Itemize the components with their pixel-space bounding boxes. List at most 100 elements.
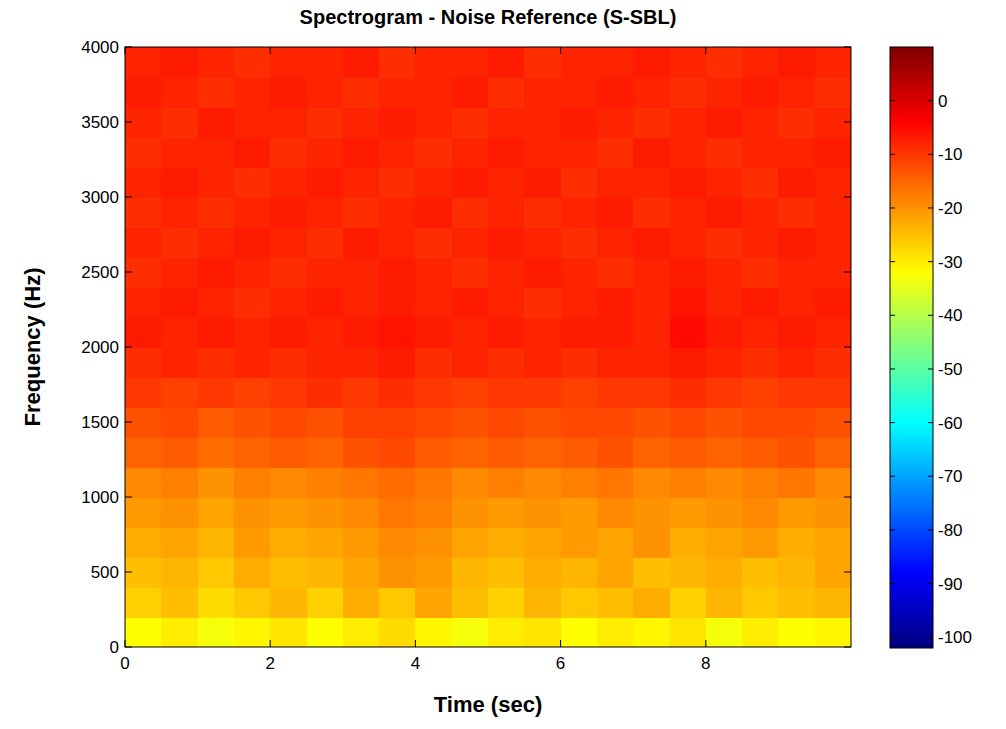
- cell: [452, 467, 489, 498]
- cell: [778, 407, 815, 438]
- cell: [597, 107, 634, 138]
- cell: [198, 167, 235, 198]
- cell: [742, 467, 779, 498]
- cell: [706, 167, 743, 198]
- cell: [597, 617, 634, 647]
- cell: [270, 137, 307, 168]
- cell: [670, 617, 707, 647]
- cell: [307, 497, 344, 528]
- cell: [670, 317, 707, 348]
- cell: [561, 407, 598, 438]
- cell: [379, 197, 416, 228]
- cell: [379, 407, 416, 438]
- cell: [706, 347, 743, 378]
- cell: [815, 587, 851, 618]
- colorbar-tick-label: -60: [938, 414, 963, 433]
- x-tick: [560, 640, 561, 647]
- y-tick: [844, 572, 851, 573]
- x-tick-label: 6: [556, 654, 565, 673]
- cell: [415, 437, 452, 468]
- cell: [742, 257, 779, 288]
- colorbar-tick: [928, 422, 933, 423]
- cell: [706, 47, 743, 78]
- cell: [633, 107, 670, 138]
- cells: [125, 47, 851, 647]
- cell: [307, 347, 344, 378]
- cell: [670, 527, 707, 558]
- cell: [415, 77, 452, 108]
- x-tick: [125, 47, 126, 54]
- x-tick: [125, 640, 126, 647]
- colorbar-tick: [928, 154, 933, 155]
- cell: [343, 107, 380, 138]
- cell: [198, 407, 235, 438]
- cell: [379, 497, 416, 528]
- y-tick-label: 500: [91, 563, 119, 582]
- cell: [524, 257, 561, 288]
- colorbar-tick-label: -30: [938, 253, 963, 272]
- cell: [234, 257, 271, 288]
- cell: [343, 257, 380, 288]
- cell: [488, 257, 525, 288]
- cell: [597, 257, 634, 288]
- cell: [125, 107, 162, 138]
- colorbar-tick-label: -90: [938, 575, 963, 594]
- cell: [670, 197, 707, 228]
- cell: [815, 227, 851, 258]
- cell: [198, 287, 235, 318]
- cell: [488, 137, 525, 168]
- cell: [415, 287, 452, 318]
- x-tick: [270, 640, 271, 647]
- cell: [706, 77, 743, 108]
- x-tick: [270, 47, 271, 54]
- cell: [161, 257, 198, 288]
- cell: [125, 137, 162, 168]
- y-tick-label: 1000: [81, 488, 119, 507]
- cell: [307, 167, 344, 198]
- cell: [452, 137, 489, 168]
- colorbar-tick: [890, 529, 895, 530]
- cell: [488, 227, 525, 258]
- y-tick-label: 2000: [81, 338, 119, 357]
- cell: [633, 347, 670, 378]
- y-tick: [844, 347, 851, 348]
- colorbar-tick-label: -40: [938, 306, 963, 325]
- cell: [815, 467, 851, 498]
- cell: [670, 257, 707, 288]
- y-axis-title: Frequency (Hz): [20, 268, 45, 427]
- cell: [234, 407, 271, 438]
- cell: [452, 47, 489, 78]
- cell: [815, 497, 851, 528]
- cell: [815, 167, 851, 198]
- cell: [706, 137, 743, 168]
- cell: [343, 317, 380, 348]
- cell: [343, 47, 380, 78]
- cell: [524, 587, 561, 618]
- cell: [343, 437, 380, 468]
- cell: [778, 287, 815, 318]
- colorbar-tick: [928, 261, 933, 262]
- cell: [234, 107, 271, 138]
- cell: [161, 557, 198, 588]
- cell: [125, 497, 162, 528]
- cell: [742, 587, 779, 618]
- cell: [561, 197, 598, 228]
- x-tick-label: 2: [265, 654, 274, 673]
- cell: [633, 287, 670, 318]
- plot-frame: [125, 47, 851, 647]
- cell: [125, 617, 162, 647]
- cell: [778, 557, 815, 588]
- cell: [452, 77, 489, 108]
- cell: [161, 227, 198, 258]
- cell: [524, 467, 561, 498]
- cell: [343, 557, 380, 588]
- cell: [198, 437, 235, 468]
- cell: [125, 347, 162, 378]
- cell: [234, 437, 271, 468]
- cell: [633, 617, 670, 647]
- cell: [670, 47, 707, 78]
- cell: [125, 377, 162, 408]
- cell: [270, 437, 307, 468]
- cell: [234, 137, 271, 168]
- cell: [234, 227, 271, 258]
